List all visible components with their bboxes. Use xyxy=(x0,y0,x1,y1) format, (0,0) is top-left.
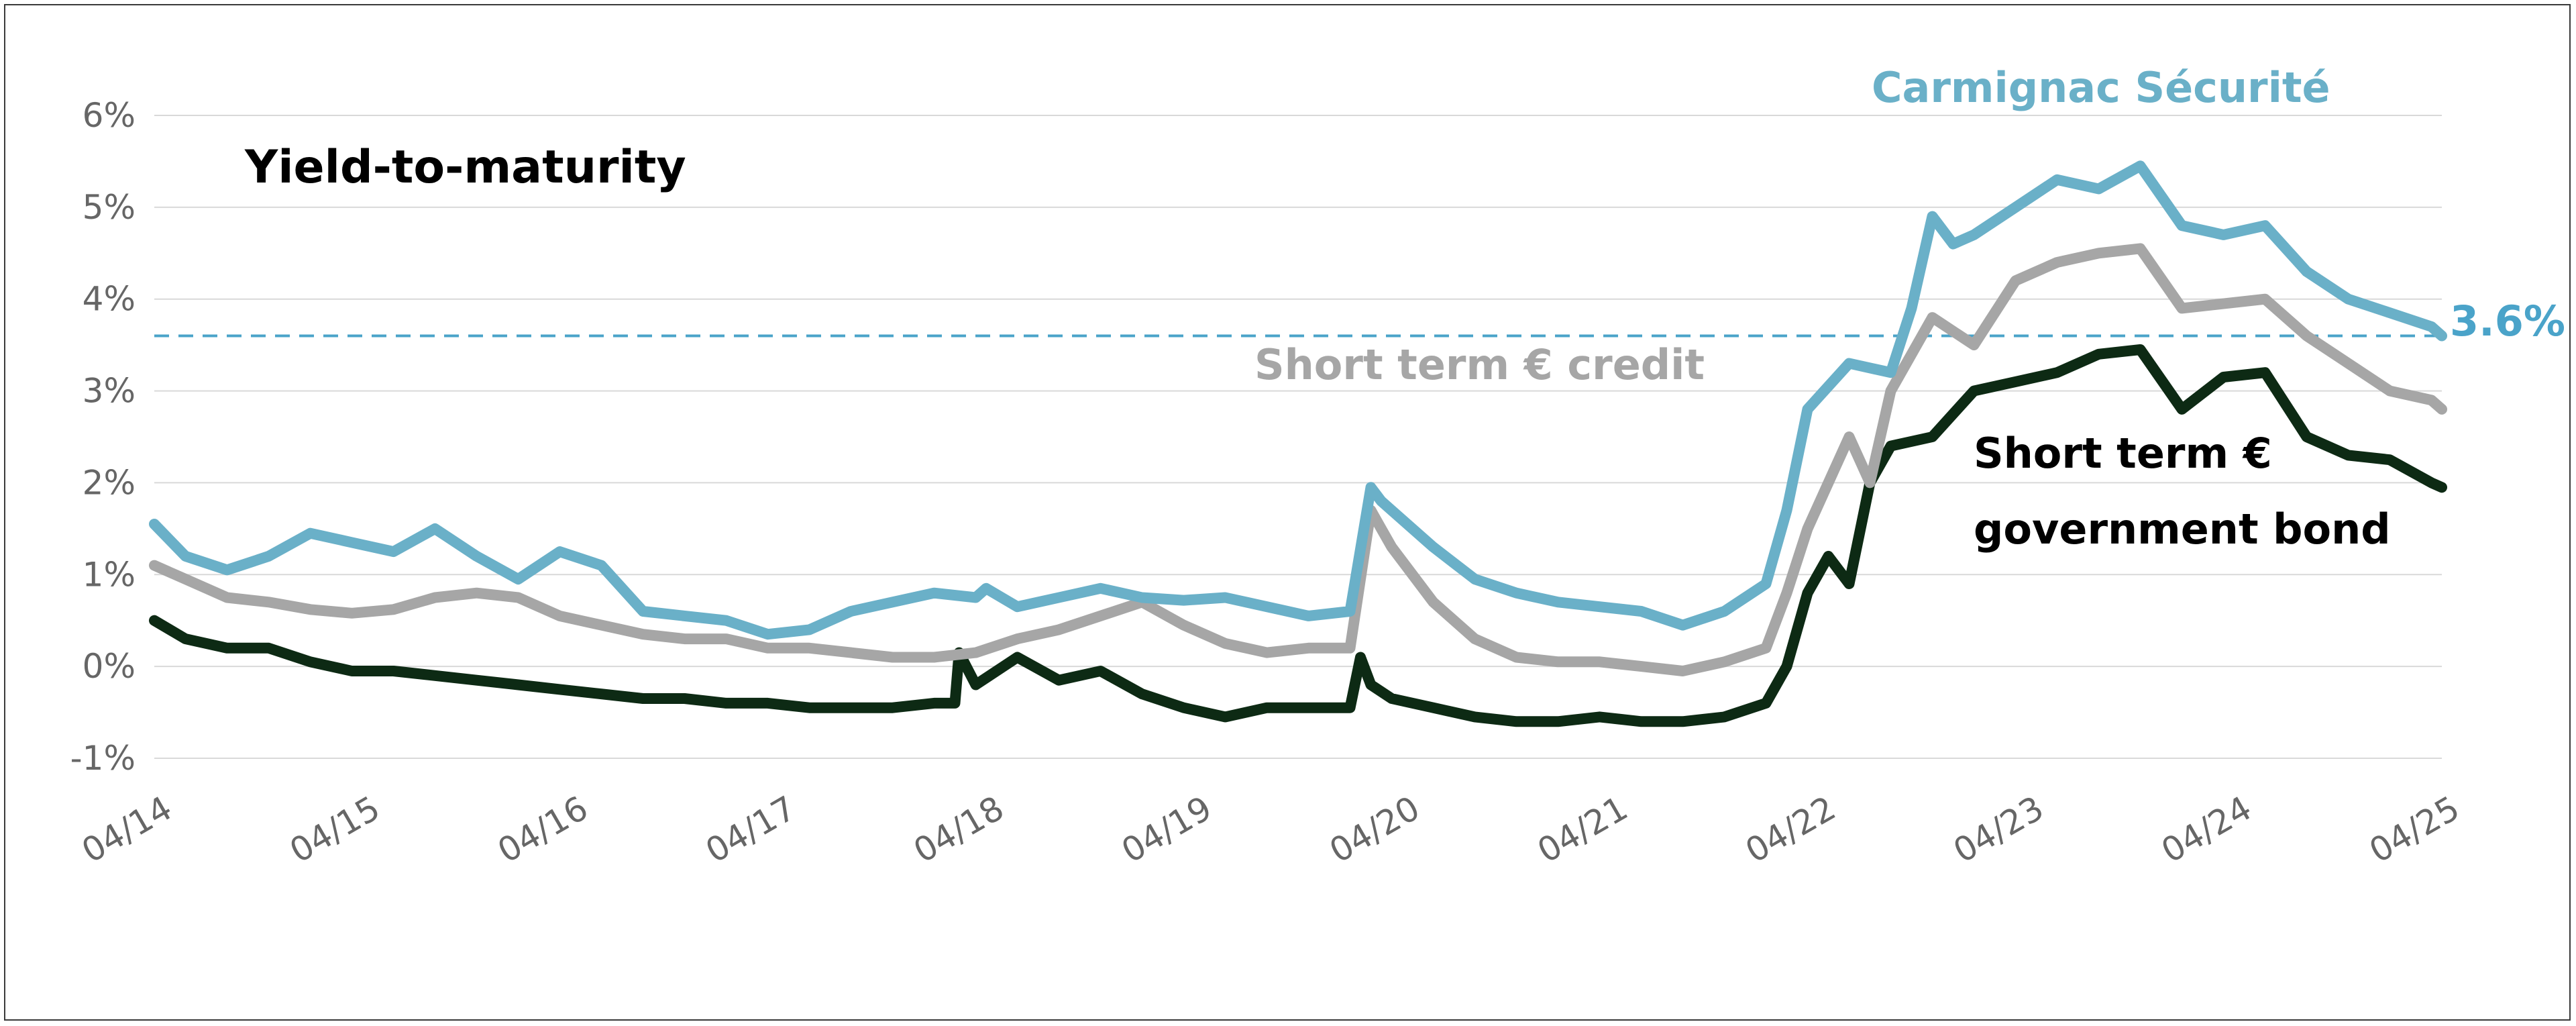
label-short-term-credit: Short term € credit xyxy=(1254,340,1705,389)
y-tick-label: 6% xyxy=(83,96,136,135)
x-tick-label: 04/22 xyxy=(1739,788,1842,870)
x-tick-label: 04/15 xyxy=(283,788,386,870)
y-tick-label: 3% xyxy=(83,372,136,411)
x-tick-label: 04/14 xyxy=(75,788,178,870)
x-tick-label: 04/25 xyxy=(2363,788,2466,870)
y-tick-label: 4% xyxy=(83,280,136,319)
y-tick-label: 1% xyxy=(83,555,136,594)
y-tick-label: 2% xyxy=(83,463,136,502)
x-tick-label: 04/17 xyxy=(699,788,802,870)
x-tick-label: 04/21 xyxy=(1531,788,1634,870)
label-gov-bond-line1: Short term € xyxy=(1974,429,2272,478)
chart-title: Yield-to-maturity xyxy=(244,141,686,194)
series-line-carmignac-s-curit- xyxy=(149,160,2447,640)
x-tick-label: 04/20 xyxy=(1323,788,1426,870)
y-axis-ticks: -1% 0% 1% 2% 3% 4% 5% 6% xyxy=(70,96,136,778)
y-tick-label: 0% xyxy=(83,647,136,686)
x-tick-label: 04/19 xyxy=(1115,788,1218,870)
label-carmignac: Carmignac Sécurité xyxy=(1872,63,2330,112)
series-lines xyxy=(149,160,2447,727)
x-tick-label: 04/24 xyxy=(2155,788,2258,870)
label-ref-value: 3.6% xyxy=(2450,297,2565,346)
label-gov-bond-line2: government bond xyxy=(1974,505,2391,554)
y-tick-label: 5% xyxy=(83,188,136,227)
x-tick-label: 04/16 xyxy=(491,788,594,870)
series-line-short-term-government-bond xyxy=(149,344,2447,727)
x-axis-ticks: 04/14 04/15 04/16 04/17 04/18 04/19 04/20 04/21… xyxy=(75,788,2466,870)
y-tick-label: -1% xyxy=(70,739,136,778)
x-tick-label: 04/23 xyxy=(1947,788,2050,870)
x-tick-label: 04/18 xyxy=(907,788,1010,870)
gridlines xyxy=(154,115,2442,759)
